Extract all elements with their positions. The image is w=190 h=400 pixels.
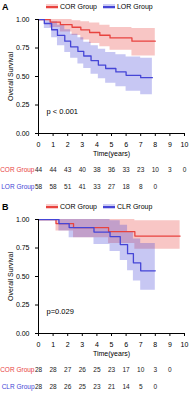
html-text:COR Group: COR Group: [60, 3, 97, 10]
svg-text:4: 4: [95, 341, 99, 348]
svg-text:2: 2: [66, 341, 70, 348]
svg-text:25: 25: [79, 383, 87, 390]
svg-text:0: 0: [183, 166, 187, 173]
svg-text:COR Group: COR Group: [0, 366, 35, 374]
svg-text:8: 8: [139, 183, 143, 190]
svg-text:28: 28: [49, 383, 57, 390]
svg-text:51: 51: [64, 183, 72, 190]
svg-text:0.50: 0.50: [16, 73, 30, 80]
svg-text:1.00: 1.00: [16, 216, 30, 223]
svg-text:21: 21: [108, 383, 116, 390]
svg-text:40: 40: [79, 166, 87, 173]
svg-text:0: 0: [153, 183, 157, 190]
svg-text:28: 28: [35, 383, 43, 390]
svg-text:28: 28: [49, 366, 57, 373]
svg-text:44: 44: [49, 166, 57, 173]
svg-text:26: 26: [64, 383, 72, 390]
svg-text:23: 23: [137, 166, 145, 173]
svg-text:33: 33: [122, 166, 130, 173]
html-text:A: A: [2, 1, 9, 12]
svg-text:6: 6: [124, 341, 128, 348]
svg-text:10: 10: [181, 141, 189, 148]
svg-text:1: 1: [51, 341, 55, 348]
html-text:CLR Group: CLR Group: [117, 203, 153, 210]
html-text:B: B: [2, 201, 9, 212]
svg-text:Time(years): Time(years): [93, 350, 130, 358]
svg-text:36: 36: [108, 166, 116, 173]
svg-text:0: 0: [168, 366, 172, 373]
svg-text:23: 23: [93, 383, 101, 390]
svg-text:10: 10: [152, 166, 160, 173]
html-text:COR Group: COR Group: [60, 203, 97, 210]
svg-text:8: 8: [153, 141, 157, 148]
svg-text:Overall Survival: Overall Survival: [7, 52, 14, 101]
svg-text:18: 18: [122, 183, 130, 190]
svg-text:5: 5: [139, 383, 143, 390]
svg-text:38: 38: [93, 166, 101, 173]
svg-text:1: 1: [51, 141, 55, 148]
svg-text:0: 0: [37, 141, 41, 148]
svg-text:14: 14: [122, 383, 130, 390]
svg-text:3: 3: [80, 141, 84, 148]
svg-text:0.25: 0.25: [16, 301, 30, 308]
html-text:LOR Group: LOR Group: [117, 3, 153, 10]
svg-text:5: 5: [110, 341, 114, 348]
svg-text:0: 0: [153, 383, 157, 390]
svg-text:p < 0.001: p < 0.001: [47, 107, 79, 116]
svg-text:0.50: 0.50: [16, 273, 30, 280]
svg-text:3: 3: [153, 366, 157, 373]
svg-text:43: 43: [64, 166, 72, 173]
svg-text:p=0.029: p=0.029: [47, 307, 74, 316]
svg-text:8: 8: [153, 341, 157, 348]
svg-text:Overall Survival: Overall Survival: [7, 252, 14, 301]
svg-text:25: 25: [93, 366, 101, 373]
svg-text:CLR Group: CLR Group: [2, 383, 35, 391]
svg-text:58: 58: [49, 183, 57, 190]
svg-text:10: 10: [181, 341, 189, 348]
svg-text:0.25: 0.25: [16, 101, 30, 108]
svg-text:17: 17: [122, 366, 130, 373]
svg-text:41: 41: [79, 183, 87, 190]
svg-text:3: 3: [80, 341, 84, 348]
svg-text:0: 0: [37, 341, 41, 348]
svg-text:6: 6: [124, 141, 128, 148]
svg-text:0.75: 0.75: [16, 244, 30, 251]
svg-text:0.00: 0.00: [16, 330, 30, 337]
svg-text:9: 9: [168, 141, 172, 148]
svg-text:1.00: 1.00: [16, 16, 30, 23]
svg-text:44: 44: [35, 166, 43, 173]
svg-text:10: 10: [137, 366, 145, 373]
svg-text:COR Group: COR Group: [0, 166, 35, 174]
svg-text:26: 26: [79, 366, 87, 373]
svg-text:27: 27: [64, 366, 72, 373]
svg-text:28: 28: [35, 366, 43, 373]
svg-text:33: 33: [93, 183, 101, 190]
svg-text:0.00: 0.00: [16, 130, 30, 137]
svg-text:3: 3: [168, 166, 172, 173]
svg-text:58: 58: [35, 183, 43, 190]
svg-text:0.75: 0.75: [16, 44, 30, 51]
svg-text:Time(years): Time(years): [93, 150, 130, 158]
svg-text:7: 7: [139, 141, 143, 148]
svg-text:7: 7: [139, 341, 143, 348]
svg-text:4: 4: [95, 141, 99, 148]
svg-text:27: 27: [108, 183, 116, 190]
svg-text:9: 9: [168, 341, 172, 348]
svg-text:23: 23: [108, 366, 116, 373]
svg-text:5: 5: [110, 141, 114, 148]
svg-text:LOR Group: LOR Group: [1, 183, 35, 191]
svg-text:2: 2: [66, 141, 70, 148]
